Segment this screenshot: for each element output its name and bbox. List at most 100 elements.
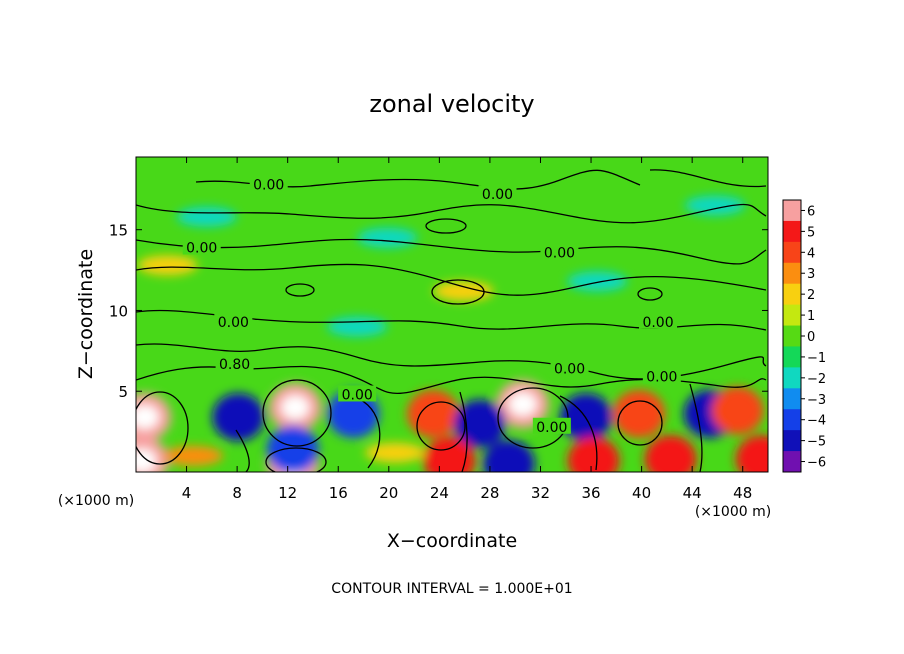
field-feature-core bbox=[136, 405, 159, 430]
chart-title: zonal velocity bbox=[369, 90, 534, 118]
field-feature bbox=[482, 439, 535, 472]
x-tick-label: 44 bbox=[683, 484, 702, 502]
contour-label-bg bbox=[215, 354, 254, 371]
x-tick-label: 48 bbox=[733, 484, 752, 502]
colorbar-tick-label: 2 bbox=[807, 288, 815, 303]
x-tick-label: 32 bbox=[531, 484, 550, 502]
x-axis-label: X−coordinate bbox=[387, 530, 517, 552]
field-feature-core bbox=[508, 392, 537, 417]
contour-label: 0.00 bbox=[536, 420, 567, 436]
colorbar-swatch bbox=[783, 283, 801, 306]
x-tick-label: 40 bbox=[632, 484, 651, 502]
colorbar-swatch bbox=[783, 220, 801, 243]
contour-label: 0.00 bbox=[646, 370, 677, 386]
y-tick-label: 5 bbox=[118, 383, 128, 401]
contour-label: 0.00 bbox=[253, 177, 284, 193]
contour-label-bg bbox=[338, 385, 377, 402]
colorbar-swatch bbox=[783, 304, 801, 327]
colorbar-tick-label: −4 bbox=[807, 414, 826, 429]
y-tick-label: 10 bbox=[109, 302, 128, 320]
x-tick-label: 36 bbox=[581, 484, 600, 502]
colorbar-swatch bbox=[783, 409, 801, 431]
colorbar-tick-label: 6 bbox=[807, 204, 815, 219]
contour-line bbox=[136, 343, 767, 380]
x-tick-label: 8 bbox=[232, 484, 242, 502]
field-feature bbox=[433, 281, 494, 302]
colorbar-swatch bbox=[783, 451, 801, 473]
colorbar-swatch bbox=[783, 430, 801, 452]
colorbar-tick-label: −6 bbox=[807, 456, 826, 471]
colorbar-swatch bbox=[783, 200, 801, 222]
field-feature bbox=[684, 195, 745, 216]
colorbar-tick-label: 3 bbox=[807, 267, 815, 282]
contour-line bbox=[459, 391, 468, 472]
field-feature bbox=[162, 445, 223, 466]
colorbar-tick-label: −1 bbox=[807, 351, 826, 366]
field-feature-core bbox=[281, 395, 310, 420]
contour-label: 0.00 bbox=[186, 240, 217, 256]
colorbar-tick-label: 0 bbox=[807, 330, 815, 345]
contour-line bbox=[416, 401, 466, 451]
x-unit-left: (×1000 m) bbox=[58, 493, 134, 509]
x-tick-label: 28 bbox=[480, 484, 499, 502]
field-feature bbox=[176, 206, 237, 227]
colorbar-tick-label: −3 bbox=[807, 393, 826, 408]
field-feature bbox=[357, 227, 418, 248]
colorbar-tick-label: 1 bbox=[807, 309, 815, 324]
contour-label-bg bbox=[639, 312, 678, 329]
y-tick-label: 15 bbox=[109, 222, 128, 240]
contour-label-bg bbox=[532, 417, 571, 434]
contour-line bbox=[285, 283, 315, 297]
colorbar-tick-label: 5 bbox=[807, 225, 815, 240]
field-feature bbox=[567, 436, 620, 472]
field-feature bbox=[212, 393, 265, 442]
contour-line bbox=[425, 218, 467, 234]
x-tick-label: 4 bbox=[182, 484, 192, 502]
contour-label: 0.00 bbox=[544, 245, 575, 261]
field-feature bbox=[711, 386, 764, 435]
y-axis-label: Z−coordinate bbox=[75, 249, 97, 379]
contour-label-bg bbox=[642, 367, 681, 384]
field-feature-core bbox=[136, 448, 157, 472]
contour-label: 0.00 bbox=[554, 362, 585, 378]
field-feature bbox=[644, 435, 697, 472]
contour-line bbox=[265, 447, 327, 472]
contour-label-bg bbox=[478, 185, 517, 202]
contour-line bbox=[559, 395, 598, 471]
plot-area: 0.00 0.00 0.00 0.00 0.00 0.00 0.80 0.00 0.00 0.00… bbox=[136, 157, 768, 472]
contour-line bbox=[617, 400, 663, 446]
y-axis: 5 10 15 bbox=[109, 222, 768, 401]
x-tick-label: 24 bbox=[430, 484, 449, 502]
x-tick-label: 20 bbox=[379, 484, 398, 502]
field-feature bbox=[423, 436, 476, 472]
x-tick-label: 16 bbox=[329, 484, 348, 502]
contour-line bbox=[431, 279, 485, 305]
contour-line bbox=[136, 238, 767, 265]
contour-label: 0.00 bbox=[342, 387, 373, 403]
contour-label-bg bbox=[540, 243, 579, 260]
colorbar-swatch bbox=[783, 262, 801, 285]
contour-label-bg bbox=[550, 359, 589, 376]
colorbar: 6 5 4 3 2 1 0 −1 −2 −3 −4 −5 −6 bbox=[782, 199, 826, 473]
field-feature bbox=[137, 255, 198, 276]
colorbar-tick-label: −5 bbox=[807, 435, 826, 450]
contour-label: 0.00 bbox=[642, 315, 673, 331]
contour-line bbox=[649, 169, 767, 188]
colorbar-swatch bbox=[783, 241, 801, 264]
contour-line bbox=[235, 429, 250, 472]
field-feature bbox=[613, 389, 666, 438]
contour-label: 0.00 bbox=[218, 315, 249, 331]
field-feature bbox=[407, 389, 460, 438]
field-feature bbox=[327, 389, 380, 438]
contour-label: 0.80 bbox=[219, 357, 250, 373]
contour-line bbox=[136, 391, 189, 465]
contour-line bbox=[136, 203, 767, 224]
colorbar-tick-label: −2 bbox=[807, 372, 826, 387]
colorbar-swatch bbox=[783, 346, 801, 368]
contour-interval-note: CONTOUR INTERVAL = 1.000E+01 bbox=[331, 581, 572, 597]
x-axis: 4 8 12 16 20 24 28 32 36 40 44 48 bbox=[182, 157, 752, 502]
contour-labels: 0.00 0.00 0.00 0.00 0.00 0.00 0.80 0.00 0.00 0.00… bbox=[182, 175, 681, 436]
contour-line bbox=[136, 263, 767, 296]
x-tick-label: 12 bbox=[278, 484, 297, 502]
